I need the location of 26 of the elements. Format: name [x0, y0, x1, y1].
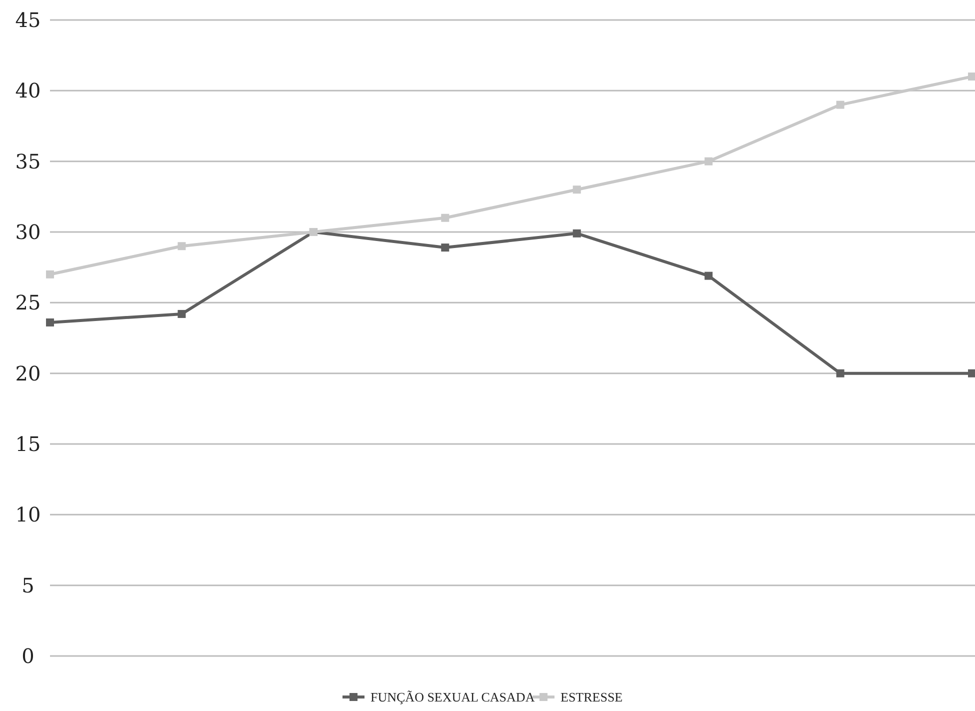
point [441, 244, 450, 252]
y-tick-label: 25 [15, 290, 41, 315]
y-tick-label: 0 [22, 644, 34, 668]
y-tick-label: 30 [15, 220, 41, 244]
y-tick-label: 10 [15, 502, 41, 527]
point [46, 318, 54, 326]
y-tick-label: 45 [15, 8, 41, 32]
legend-label: FUNÇÃO SEXUAL CASADA [370, 690, 536, 705]
y-tick-label: 40 [15, 78, 41, 103]
point [178, 242, 186, 250]
point [178, 310, 186, 318]
point [968, 72, 975, 81]
y-tick-label: 20 [15, 361, 41, 386]
point [836, 100, 844, 109]
point [441, 214, 450, 222]
point [836, 369, 844, 378]
y-tick-label: 35 [15, 149, 41, 174]
legend-label: ESTRESSE [560, 690, 623, 705]
y-tick-label: 15 [15, 432, 41, 456]
point [572, 186, 581, 194]
point [968, 369, 975, 378]
point [704, 157, 713, 166]
point [704, 272, 713, 280]
point [46, 270, 54, 278]
point [572, 229, 581, 238]
y-tick-label: 5 [22, 573, 34, 598]
